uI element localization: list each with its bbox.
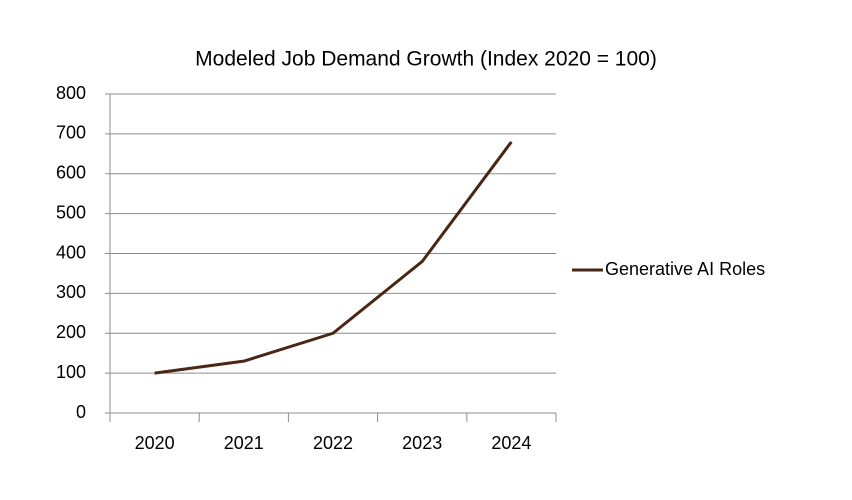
y-tick-label: 100 bbox=[56, 362, 86, 382]
y-tick-label: 400 bbox=[56, 242, 86, 262]
y-tick-label: 800 bbox=[56, 83, 86, 103]
y-tick-label: 0 bbox=[76, 402, 86, 422]
x-tick-label: 2021 bbox=[224, 433, 264, 453]
y-tick-label: 600 bbox=[56, 163, 86, 183]
y-tick-label: 700 bbox=[56, 123, 86, 143]
x-tick-label: 2023 bbox=[402, 433, 442, 453]
x-tick-label: 2024 bbox=[491, 433, 531, 453]
x-tick-label: 2022 bbox=[313, 433, 353, 453]
line-series bbox=[154, 140, 513, 375]
y-tick-label: 200 bbox=[56, 322, 86, 342]
y-tick-label: 500 bbox=[56, 202, 86, 222]
chart-title: Modeled Job Demand Growth (Index 2020 = … bbox=[195, 48, 657, 71]
x-tick-label: 2020 bbox=[135, 433, 175, 453]
y-tick-label: 300 bbox=[56, 282, 86, 302]
legend-label: Generative AI Roles bbox=[605, 259, 765, 279]
